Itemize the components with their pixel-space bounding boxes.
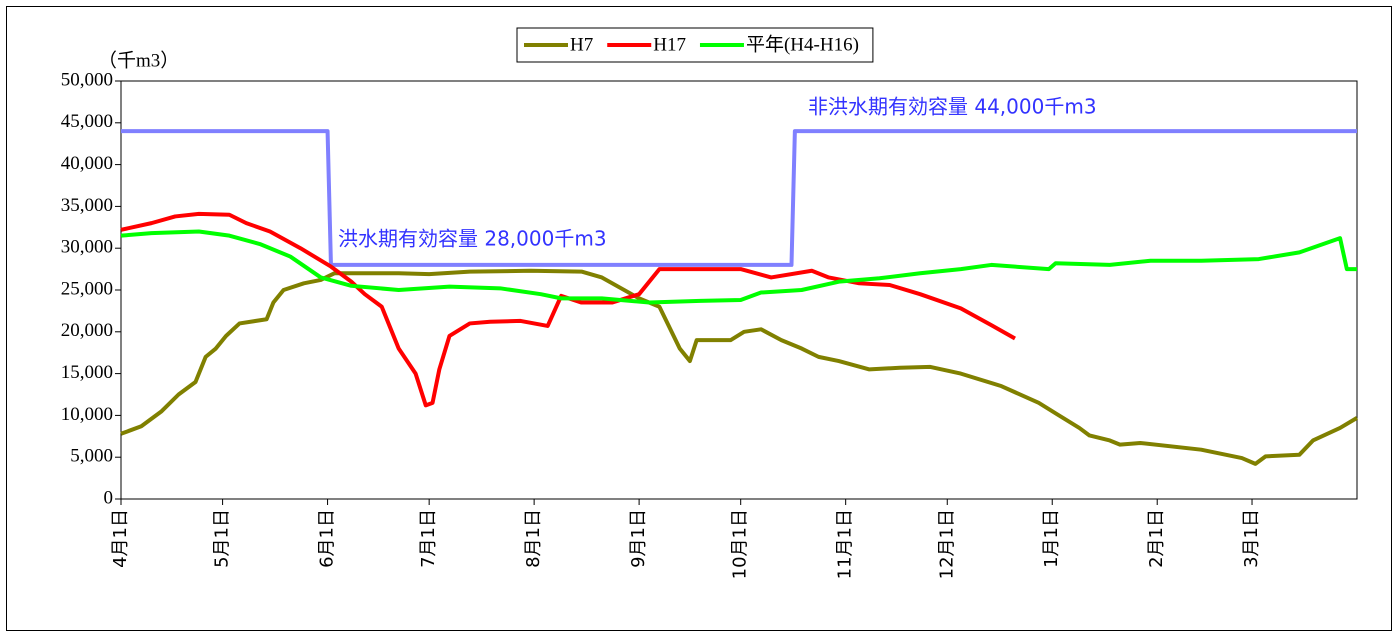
x-tick-label: 1月1日 (1041, 509, 1062, 568)
y-tick-label: 5,000 (70, 446, 113, 467)
x-tick-label: 8月1日 (523, 509, 544, 568)
x-tick-label: 7月1日 (418, 509, 439, 568)
x-tick-label: 6月1日 (317, 509, 338, 568)
series-line (120, 229, 1357, 305)
y-tick-label: 45,000 (61, 111, 113, 132)
x-tick-label: 10月1日 (730, 509, 751, 579)
y-tick-label: 25,000 (61, 278, 113, 299)
y-tick-label: 30,000 (61, 237, 113, 258)
series-line (120, 211, 1016, 408)
x-tick-label: 3月1日 (1241, 509, 1262, 568)
legend-box (516, 27, 874, 63)
plot-area (120, 80, 1358, 500)
annotation: 非洪水期有効容量 44,000千m3 (808, 95, 1097, 119)
legend-label: 平年(H4-H16) (746, 33, 859, 55)
y-axis-label: （千m3） (98, 49, 179, 71)
reference-line (121, 129, 1357, 267)
legend-label: H7 (570, 34, 593, 55)
y-tick-label: 0 (104, 487, 114, 508)
x-tick-label: 4月1日 (110, 509, 131, 568)
legend-label: H17 (653, 34, 686, 55)
annotation: 洪水期有効容量 28,000千m3 (338, 227, 607, 251)
x-tick-label: 12月1日 (936, 509, 957, 579)
x-tick-label: 2月1日 (1146, 509, 1167, 568)
y-tick-label: 10,000 (61, 404, 113, 425)
series-line (120, 268, 1359, 466)
x-tick-label: 11月1日 (835, 509, 856, 579)
x-tick-label: 9月1日 (628, 509, 649, 568)
y-tick-label: 15,000 (61, 362, 113, 383)
y-tick-label: 40,000 (61, 153, 113, 174)
y-tick-label: 35,000 (61, 195, 113, 216)
x-tick-label: 5月1日 (212, 509, 233, 568)
y-tick-label: 50,000 (61, 69, 113, 90)
y-tick-label: 20,000 (61, 320, 113, 341)
